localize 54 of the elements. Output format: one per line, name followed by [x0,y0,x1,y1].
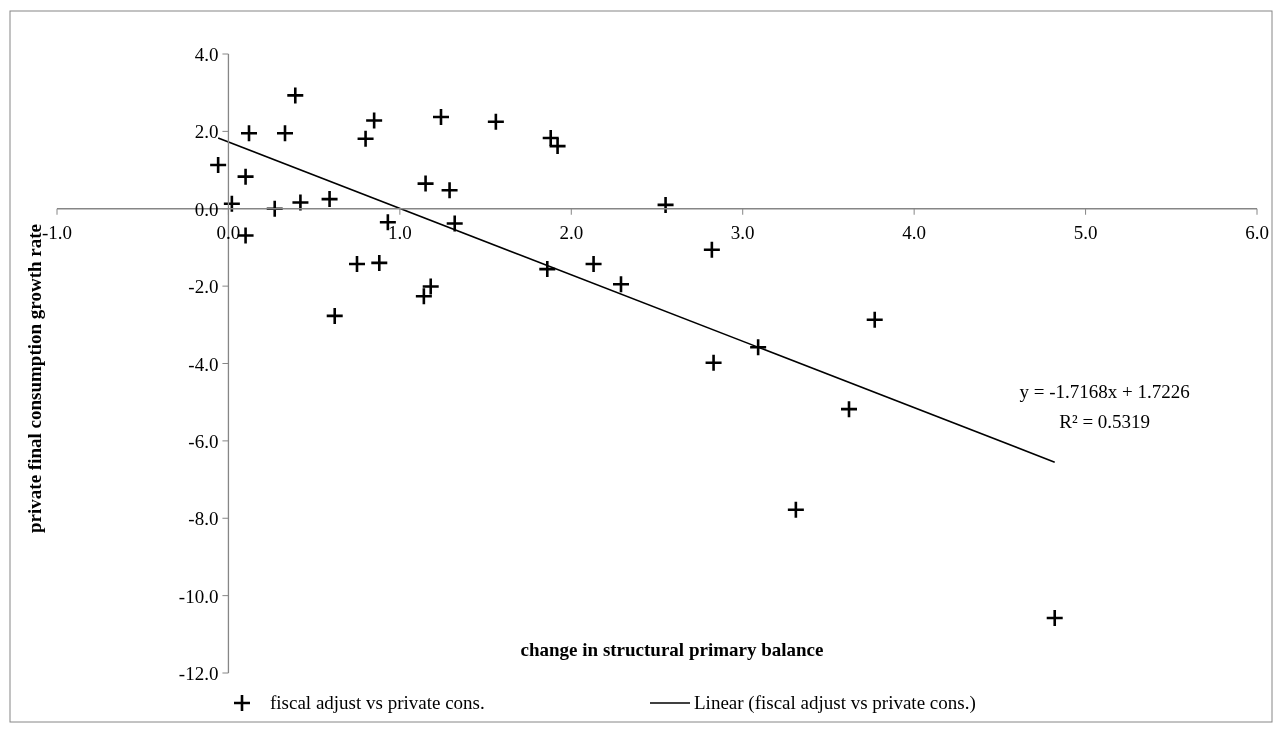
x-tick-label: 0.0 [216,221,241,243]
annotation: R² = 0.5319 [1059,411,1151,433]
point [356,129,375,149]
point [364,111,384,130]
y-tick-label: -6.0 [188,430,219,452]
y-tick-label: 2.0 [194,121,219,143]
point [236,167,255,186]
point [1045,608,1065,628]
point [786,500,806,520]
point [584,254,603,274]
x-tick-label: 3.0 [730,221,755,243]
point [702,240,722,260]
point [440,180,459,200]
point [285,86,305,105]
point [265,199,285,219]
y-tick-label: -2.0 [188,276,219,298]
x-tick-label: 5.0 [1073,221,1098,243]
y-tick-label: -8.0 [188,508,219,530]
point [431,107,451,127]
point [704,353,723,373]
legend-label: fiscal adjust vs private cons. [270,692,485,713]
point [208,155,228,175]
point [416,174,435,193]
y-tick-label: 4.0 [194,44,219,65]
point [291,193,310,212]
point [320,189,339,209]
legend-label: Linear (fiscal adjust vs private cons.) [694,692,976,714]
point [239,124,259,143]
point [865,310,885,330]
x-tick-label: 2.0 [559,221,584,243]
point [414,286,434,306]
point [222,194,242,214]
point [656,195,675,215]
x-tick-label: -1.0 [41,221,73,243]
point [839,399,859,419]
y-tick-label: 0.0 [194,198,219,220]
x-axis-title: change in structural primary balance [520,639,824,660]
point [748,337,768,357]
point [325,306,345,326]
x-tick-label: 1.0 [387,221,412,243]
y-tick-label: -12.0 [178,663,219,684]
point [537,259,557,279]
x-tick-label: 4.0 [902,221,927,243]
point [611,274,631,294]
x-tick-label: 6.0 [1245,221,1269,243]
point [486,112,506,131]
point [445,214,465,233]
point [369,253,389,273]
y-tick-label: -10.0 [178,585,219,607]
point [421,277,441,296]
y-tick-label: -4.0 [188,353,219,375]
annotation: y = -1.7168x + 1.7226 [1019,381,1190,403]
point [275,124,295,143]
point [347,254,367,274]
